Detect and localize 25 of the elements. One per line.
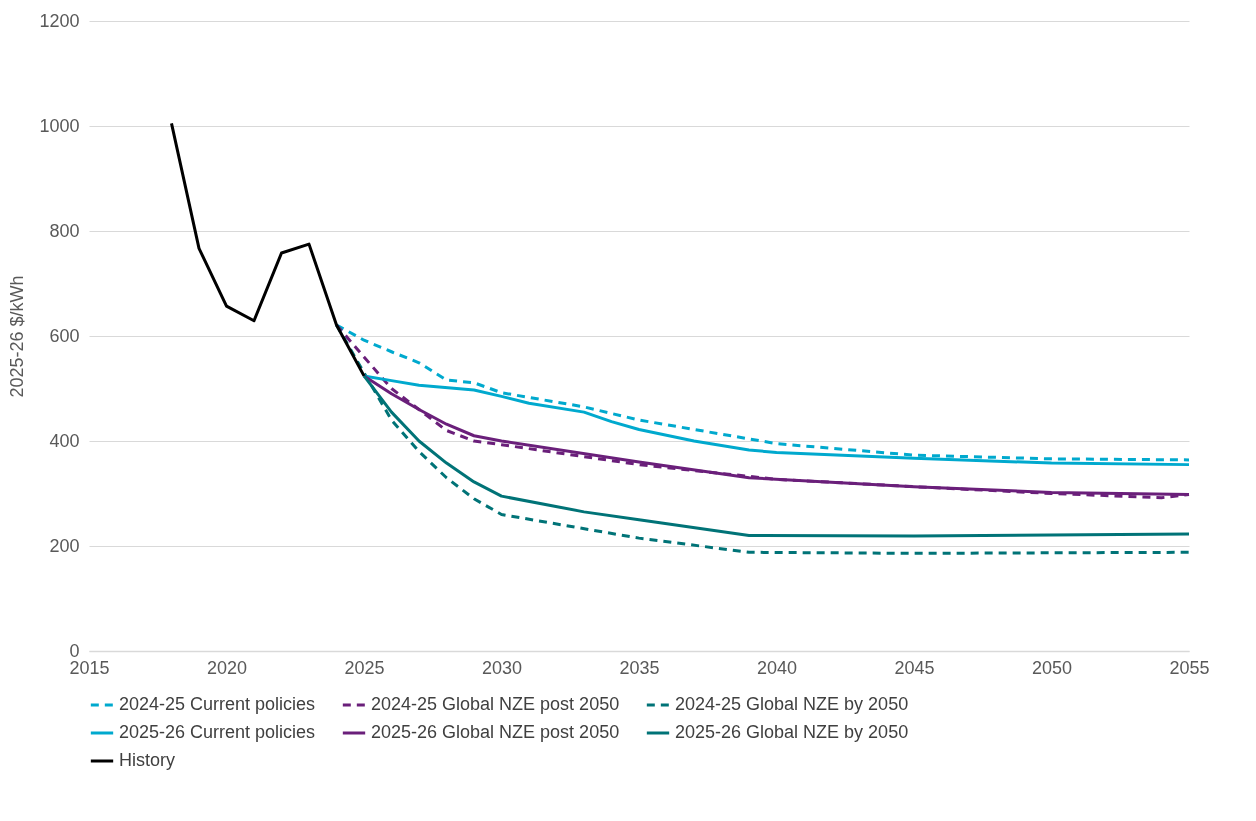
legend-label: 2024-25 Global NZE post 2050: [371, 694, 620, 714]
y-tick-label: 200: [49, 535, 80, 556]
x-tick-label: 2040: [756, 657, 798, 678]
legend-label: 2025-26 Global NZE post 2050: [371, 722, 620, 742]
x-tick-label: 2050: [1031, 657, 1073, 678]
x-tick-label: 2055: [1169, 657, 1210, 678]
y-tick-label: 400: [49, 430, 80, 451]
y-tick-label: 800: [49, 220, 80, 241]
y-axis-title: 2025-26 $/kWh: [7, 275, 28, 398]
x-tick-label: 2030: [481, 657, 523, 678]
legend-label: 2025-26 Global NZE by 2050: [675, 722, 909, 742]
legend-label: 2024-25 Global NZE by 2050: [675, 694, 909, 714]
x-tick-label: 2025: [344, 657, 385, 678]
legend-label: 2025-26 Current policies: [119, 722, 316, 742]
legend-label: History: [119, 750, 176, 770]
line-series: [170, 121, 366, 378]
line-series: [335, 323, 1191, 555]
x-tick-label: 2020: [206, 657, 248, 678]
line-series: [335, 323, 1191, 462]
y-tick-label: 1200: [39, 10, 80, 31]
x-tick-label: 2035: [619, 657, 660, 678]
x-tick-label: 2045: [894, 657, 935, 678]
legend-label: 2024-25 Current policies: [119, 694, 316, 714]
y-tick-label: 600: [49, 325, 80, 346]
y-tick-label: 1000: [39, 115, 80, 136]
